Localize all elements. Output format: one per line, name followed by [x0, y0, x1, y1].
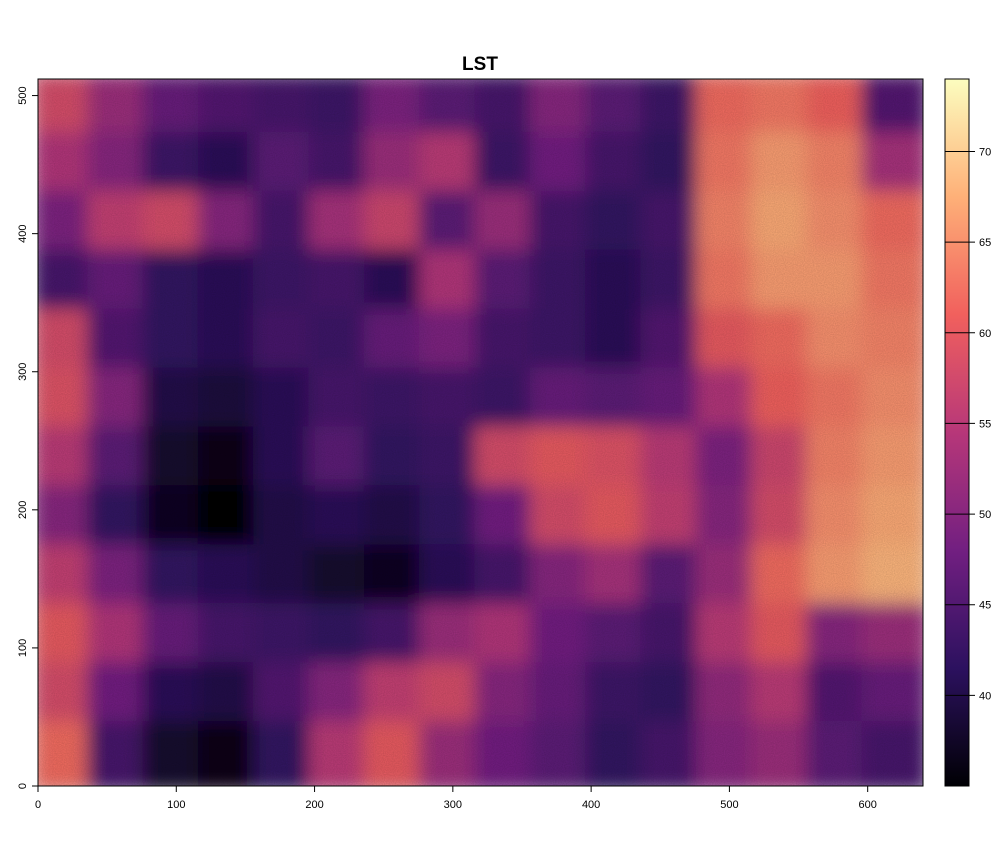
- x-tick-label: 200: [305, 799, 323, 811]
- colorbar-tick-label: 70: [979, 147, 991, 159]
- colorbar: 40 45 50 55 60 65 70: [944, 78, 991, 787]
- y-tick-label: 500: [17, 86, 29, 104]
- chart-title: LST: [462, 54, 498, 75]
- colorbar-gradient: [944, 78, 970, 787]
- plot-frame: [37, 78, 924, 787]
- x-tick-label: 600: [859, 799, 877, 811]
- y-tick-label: 400: [17, 224, 29, 242]
- y-tick-label: 300: [17, 363, 29, 381]
- x-tick-label: 400: [582, 799, 600, 811]
- x-tick-label: 500: [720, 799, 738, 811]
- x-tick-label: 0: [35, 799, 41, 811]
- x-tick-label: 100: [167, 799, 185, 811]
- y-tick-label: 100: [17, 639, 29, 657]
- y-tick-label: 0: [17, 783, 29, 789]
- colorbar-tick-label: 60: [979, 328, 991, 340]
- colorbar-tick-label: 55: [979, 418, 991, 430]
- y-tick-label: 200: [17, 501, 29, 519]
- heatmap-raster: [38, 79, 923, 786]
- y-axis: 0 100 200 300 400 500: [17, 86, 38, 789]
- colorbar-tick-label: 45: [979, 600, 991, 612]
- x-tick-label: 300: [444, 799, 462, 811]
- colorbar-tick-label: 65: [979, 237, 991, 249]
- x-axis: 0 100 200 300 400 500 600: [35, 786, 877, 811]
- colorbar-tick-label: 50: [979, 509, 991, 521]
- colorbar-tick-label: 40: [979, 690, 991, 702]
